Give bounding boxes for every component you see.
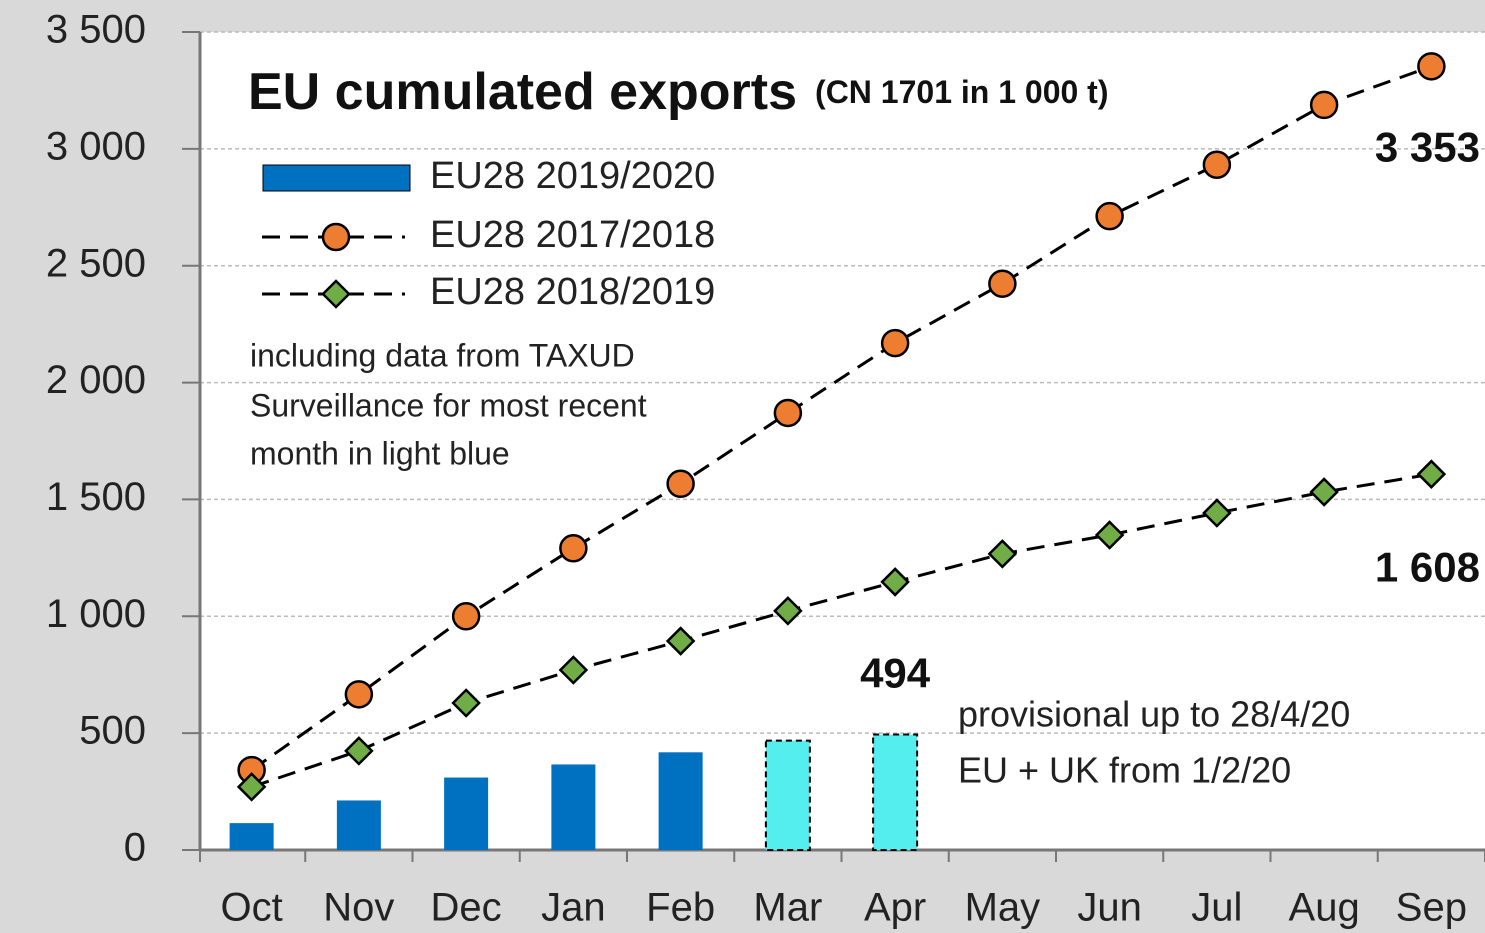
legend-label: EU28 2019/2020 [430,155,715,197]
legend-label: EU28 2018/2019 [430,271,715,313]
line [251,472,1432,789]
marker [1202,498,1232,528]
data-label: 1 608 [1375,543,1480,590]
x-tick-label: Apr [864,886,926,930]
x-tick-label: Sep [1396,886,1467,930]
title: EU cumulated exports [248,63,797,121]
y-tick-label: 3 000 [46,124,146,168]
marker [773,596,803,626]
marker [558,655,589,685]
x-tick-label: Jun [1077,886,1142,930]
marker [321,222,351,252]
bar [229,823,274,850]
marker [666,469,695,499]
y-tick-label: 3 500 [46,8,146,52]
x-tick-label: Jan [541,886,606,930]
x-tick-label: Jul [1191,886,1242,930]
x-tick-label: Oct [221,886,283,930]
marker [236,772,267,802]
marker [1309,477,1339,507]
bar [764,739,811,851]
marker [451,602,481,631]
y-tick-label: 2 500 [46,241,146,285]
marker [880,328,910,358]
marker [1417,52,1446,81]
marker [344,736,374,766]
x-tick-label: Dec [431,886,502,930]
marker [321,279,351,309]
marker [1202,150,1232,179]
marker [987,539,1018,569]
marker [1309,90,1339,120]
marker [773,398,803,428]
marker [1095,201,1124,231]
y-tick-label: 1 000 [46,592,146,636]
bar [336,800,381,850]
y-tick-label: 0 [124,826,146,870]
annotation: including data from TAXUD [250,337,635,373]
y-tick-label: 500 [79,709,146,753]
subtitle: (CN 1701 in 1 000 t) [815,74,1108,110]
annotation: EU + UK from 1/2/20 [958,750,1291,791]
x-tick-label: Aug [1289,886,1360,930]
bar [658,752,703,850]
x-tick-label: May [965,886,1041,930]
marker [988,269,1017,298]
annotation: Surveillance for most recent [250,387,647,423]
data-label: 3 353 [1375,123,1480,170]
chart-title: EU cumulated exports (CN 1701 in 1 000 t) [248,63,1108,121]
legend-swatch [262,164,411,192]
marker [665,626,696,656]
bar [444,777,489,850]
y-tick-label: 2 000 [46,358,146,402]
marker [880,567,910,597]
plot-area [200,32,1485,850]
x-tick-label: Feb [646,886,715,930]
bar [872,733,919,852]
line [250,64,1432,772]
data-label: 494 [860,650,931,697]
x-tick-label: Nov [323,886,394,930]
y-tick-label: 1 500 [46,475,146,519]
x-tick-label: Mar [753,886,822,930]
marker [451,688,481,718]
bar [551,764,596,850]
marker [559,534,588,563]
marker [1094,520,1125,550]
annotation: month in light blue [250,435,510,471]
legend-label: EU28 2017/2018 [430,214,715,256]
marker [344,680,374,709]
annotation: provisional up to 28/4/20 [958,694,1350,735]
marker [1416,459,1447,489]
